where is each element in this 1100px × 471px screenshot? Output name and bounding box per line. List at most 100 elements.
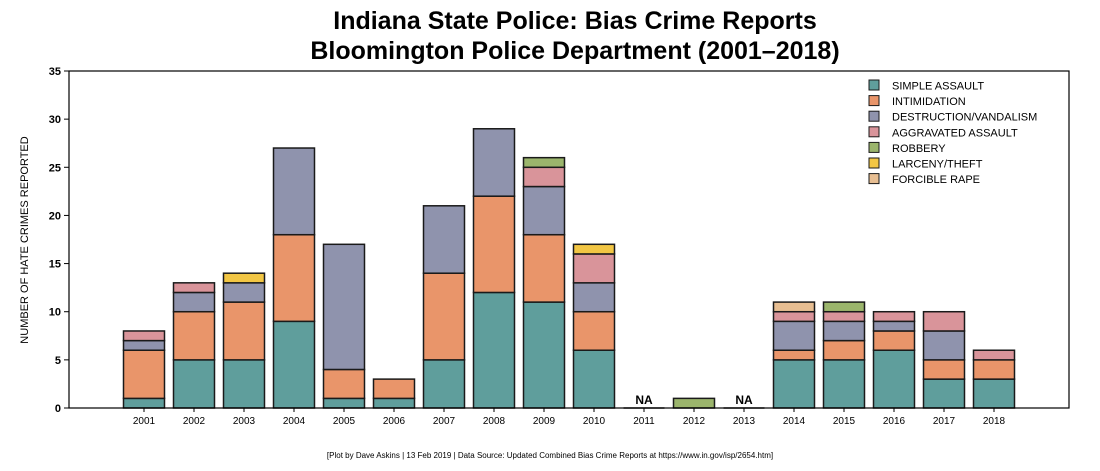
bar-segment-2016-intimidation <box>872 330 916 351</box>
legend-swatch-intimidation <box>868 95 880 107</box>
bar-segment-2007-intimidation <box>422 272 466 361</box>
legend: SIMPLE ASSAULT INTIMIDATION DESTRUCTION/VA… <box>868 79 1037 186</box>
bar-segment-2012-robbery <box>672 397 716 409</box>
bar-segment-2018-aggravated-assault <box>972 349 1016 361</box>
y-tick-label-25: 25 <box>49 162 61 174</box>
bar-segment-2016-aggravated-assault <box>872 310 916 323</box>
bar-segment-2010-destruction-vandalism <box>572 282 616 313</box>
x-tick-label-2002: 2002 <box>183 416 206 427</box>
bar-segment-2002-simple-assault <box>172 359 216 409</box>
x-tick-label-2017: 2017 <box>933 416 956 427</box>
bar-segment-2016-destruction-vandalism <box>872 320 916 332</box>
x-tick-label-2010: 2010 <box>583 416 606 427</box>
bar-segment-2018-intimidation <box>972 359 1016 380</box>
bar-segment-2005-destruction-vandalism <box>322 243 366 371</box>
bar-segment-2001-simple-assault <box>122 397 166 409</box>
bar-segment-2007-simple-assault <box>422 359 466 409</box>
x-tick-label-2016: 2016 <box>883 416 906 427</box>
bar-segment-2010-intimidation <box>572 310 616 351</box>
bar-segment-2004-simple-assault <box>272 320 316 409</box>
na-label-2011: NA <box>635 393 653 407</box>
bar-segment-2017-simple-assault <box>922 378 966 409</box>
y-axis-label: NUMBER OF HATE CRIMES REPORTED <box>19 136 31 343</box>
y-tick-label-20: 20 <box>49 210 61 222</box>
bar-segment-2014-simple-assault <box>772 359 816 409</box>
x-tick-label-2015: 2015 <box>833 416 856 427</box>
bar-segment-2008-intimidation <box>472 195 516 294</box>
bar-segment-2002-destruction-vandalism <box>172 291 216 313</box>
bar-segment-2015-destruction-vandalism <box>822 320 866 342</box>
x-tick-label-2008: 2008 <box>483 416 506 427</box>
bar-segment-2015-intimidation <box>822 339 866 361</box>
x-tick-label-2012: 2012 <box>683 416 706 427</box>
x-tick-label-2014: 2014 <box>783 416 806 427</box>
bar-segment-2006-simple-assault <box>372 397 416 409</box>
y-tick-label-10: 10 <box>49 307 61 319</box>
plot-frame <box>68 70 1070 409</box>
bar-segment-2003-simple-assault <box>222 359 266 409</box>
y-tick-label-0: 0 <box>55 403 61 415</box>
bar-segment-2001-aggravated-assault <box>122 330 166 342</box>
bar-segment-2005-simple-assault <box>322 397 366 409</box>
bar-segment-2008-simple-assault <box>472 291 516 409</box>
na-label-2013: NA <box>735 393 753 407</box>
footer-credit: [Plot by Dave Askins | 13 Feb 2019 | Dat… <box>326 451 774 460</box>
bar-segment-2003-intimidation <box>222 301 266 361</box>
bar-segment-2004-intimidation <box>272 233 316 323</box>
bar-segment-2002-aggravated-assault <box>172 282 216 294</box>
legend-label-forcible-rape: FORCIBLE RAPE <box>892 174 980 186</box>
legend-swatch-destruction-vandalism <box>868 110 880 122</box>
x-tick-label-2011: 2011 <box>633 416 655 427</box>
legend-label-larceny-theft: LARCENY/THEFT <box>892 159 983 171</box>
x-tick-label-2009: 2009 <box>533 416 556 427</box>
legend-label-simple-assault: SIMPLE ASSAULT <box>892 81 984 93</box>
y-tick-label-15: 15 <box>49 259 61 271</box>
y-tick-label-35: 35 <box>49 66 61 78</box>
bar-segment-2010-simple-assault <box>572 349 616 409</box>
bar-segment-2007-destruction-vandalism <box>422 205 466 274</box>
y-tick-label-5: 5 <box>55 355 61 367</box>
x-tick-label-2006: 2006 <box>383 416 406 427</box>
bar-segment-2017-destruction-vandalism <box>922 330 966 361</box>
bar-segment-2015-simple-assault <box>822 359 866 409</box>
bar-segment-2010-larceny-theft <box>572 243 616 255</box>
legend-swatch-larceny-theft <box>868 157 880 169</box>
legend-label-robbery: ROBBERY <box>892 143 946 155</box>
legend-swatch-simple-assault <box>868 79 880 91</box>
legend-label-intimidation: INTIMIDATION <box>892 96 966 108</box>
legend-swatch-aggravated-assault <box>868 126 880 138</box>
bar-segment-2017-aggravated-assault <box>922 310 966 332</box>
bar-segment-2015-aggravated-assault <box>822 310 866 323</box>
bar-segment-2016-simple-assault <box>872 349 916 409</box>
bar-segment-2014-destruction-vandalism <box>772 320 816 351</box>
bar-segment-2018-simple-assault <box>972 378 1016 409</box>
legend-label-aggravated-assault: AGGRAVATED ASSAULT <box>892 127 1018 139</box>
bar-segment-2003-destruction-vandalism <box>222 282 266 303</box>
legend-label-destruction-vandalism: DESTRUCTION/VANDALISM <box>892 112 1037 124</box>
bar-segment-2002-intimidation <box>172 310 216 361</box>
bar-segment-2017-intimidation <box>922 359 966 380</box>
bar-segment-2009-destruction-vandalism <box>522 185 566 236</box>
chart-title: Indiana State Police: Bias Crime Reports <box>333 7 817 35</box>
legend-swatch-forcible-rape <box>868 173 880 185</box>
bar-segment-2009-intimidation <box>522 233 566 303</box>
bars-layer: NA NA <box>122 128 1016 409</box>
bar-segment-2004-destruction-vandalism <box>272 147 316 236</box>
x-tick-label-2018: 2018 <box>983 416 1006 427</box>
bar-segment-2014-forcible-rape <box>772 301 816 313</box>
bar-segment-2005-intimidation <box>322 368 366 400</box>
bar-segment-2001-destruction-vandalism <box>122 339 166 351</box>
x-tick-label-2004: 2004 <box>283 416 306 427</box>
legend-swatch-robbery <box>868 141 880 153</box>
x-tick-label-2001: 2001 <box>133 416 156 427</box>
x-tick-label-2005: 2005 <box>333 416 356 427</box>
bar-segment-2003-larceny-theft <box>222 272 266 284</box>
bar-segment-2008-destruction-vandalism <box>472 128 516 197</box>
bar-segment-2015-robbery <box>822 301 866 313</box>
bar-segment-2009-simple-assault <box>522 301 566 409</box>
y-tick-label-30: 30 <box>49 114 61 126</box>
x-tick-label-2003: 2003 <box>233 416 256 427</box>
chart-subtitle: Bloomington Police Department (2001–2018… <box>310 37 840 65</box>
bar-segment-2014-intimidation <box>772 349 816 361</box>
